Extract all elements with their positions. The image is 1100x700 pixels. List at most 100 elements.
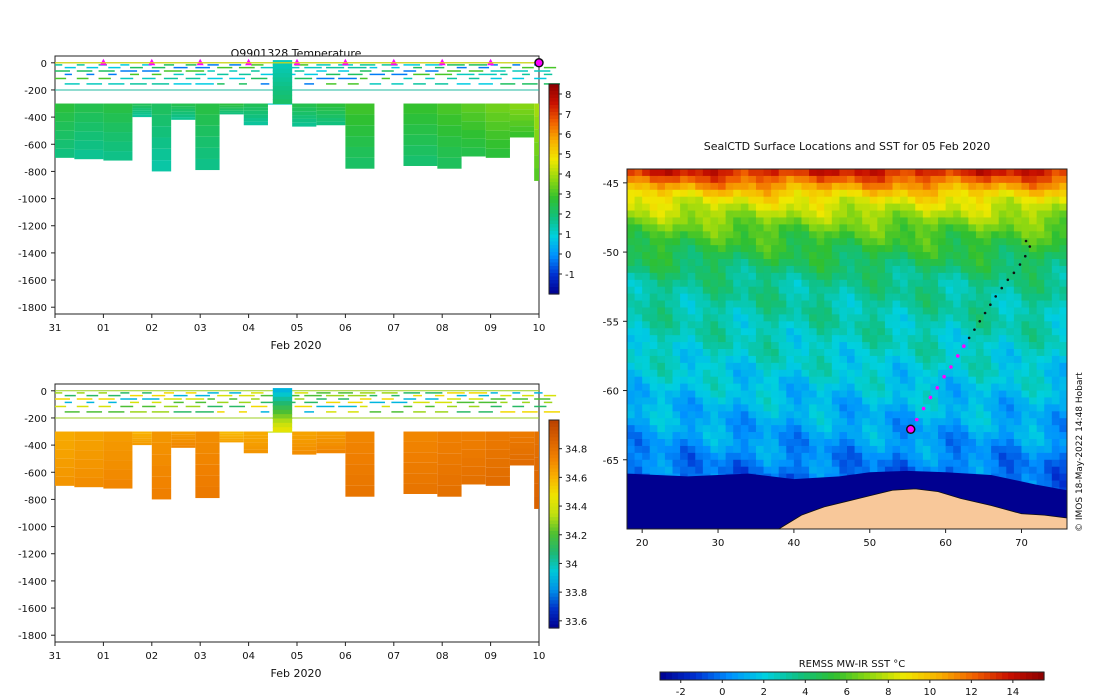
sst-cell	[968, 314, 977, 322]
sst-cell	[1029, 473, 1038, 482]
sst-cell	[968, 418, 977, 426]
sst-cell	[771, 459, 780, 468]
sst-cell	[824, 369, 833, 378]
sst-cell	[801, 182, 810, 191]
sal-surface-streak	[522, 394, 534, 397]
sst-cell	[907, 376, 916, 385]
sst-cell	[847, 466, 856, 475]
sst-cell	[945, 265, 954, 274]
sst-cell	[778, 175, 787, 184]
sst-cell	[930, 252, 939, 260]
temp-surface-streak	[120, 70, 138, 72]
sst-cell	[1036, 231, 1045, 239]
sst-cell	[1051, 286, 1060, 295]
sst-cell	[938, 397, 947, 405]
sst-cell	[1036, 473, 1045, 482]
sst-cell	[816, 390, 825, 398]
sst-cell	[1059, 259, 1068, 267]
sst-cell	[687, 300, 696, 308]
sst-cell	[892, 307, 901, 315]
temp-colorbar-frame	[548, 83, 560, 295]
temp-surface-streak	[55, 77, 67, 80]
sst-cell	[725, 411, 734, 419]
sal-surface-streak	[238, 394, 255, 397]
sst-cell	[1051, 439, 1060, 447]
sal-surface-streak	[468, 398, 484, 400]
temp-colorbar-cell	[549, 280, 559, 285]
sst-cell	[960, 231, 969, 239]
sst-cell	[657, 452, 666, 461]
sst-cell	[778, 245, 787, 253]
sst-cell	[778, 286, 787, 295]
sst-colorbar-cell	[726, 672, 733, 680]
sst-cell	[839, 300, 848, 308]
sst-cell	[869, 293, 878, 302]
temp-surface-streak	[369, 66, 378, 69]
sal-surface-streak	[76, 398, 93, 400]
sst-cell	[938, 411, 947, 419]
sst-cell	[1059, 369, 1068, 378]
sst-cell	[801, 210, 810, 218]
sst-cell	[915, 362, 924, 371]
sst-colorbar-cell	[852, 672, 859, 680]
sal-ytick-label: -400	[24, 441, 47, 452]
sal-profile-cell	[485, 458, 510, 468]
sal-surface-streak	[490, 398, 506, 400]
sst-cell	[930, 286, 939, 295]
sst-cell	[953, 349, 962, 357]
temp-colorbar-cell	[549, 175, 559, 180]
sst-cell	[634, 439, 643, 447]
sst-cell	[1051, 272, 1060, 281]
sst-cell	[930, 210, 939, 218]
sst-cell	[938, 238, 947, 246]
temp-surface-streak	[403, 77, 413, 80]
sst-cell	[862, 432, 871, 440]
sst-cell	[695, 349, 704, 357]
sst-cell	[824, 307, 833, 315]
sal-colorbar-cell	[549, 475, 559, 480]
sst-cell	[748, 342, 757, 350]
sal-profile-cell	[345, 442, 375, 454]
temp-profile-cell	[74, 112, 104, 123]
sst-cell	[642, 203, 651, 212]
sst-cell	[1021, 404, 1030, 412]
sst-cell	[922, 335, 931, 343]
sst-cell	[1044, 328, 1053, 336]
sst-cell	[695, 182, 704, 191]
sst-cell	[710, 425, 719, 433]
sst-cell	[755, 362, 765, 371]
sst-cell	[680, 196, 689, 205]
sst-cell	[793, 397, 802, 405]
temp-profile-cell	[103, 141, 133, 152]
sst-cell	[687, 390, 696, 398]
sst-cell	[900, 203, 909, 212]
temp-profile-cell	[171, 103, 196, 107]
sst-cell	[642, 369, 651, 378]
sst-cell	[642, 238, 651, 246]
sst-cell	[922, 259, 931, 267]
temp-profile-cell	[132, 103, 152, 106]
temp-xtick-label: 02	[145, 323, 158, 334]
sal-surface-streak	[425, 405, 435, 408]
sst-cell	[710, 286, 719, 295]
sst-cell	[710, 210, 719, 218]
sst-cell	[687, 314, 696, 322]
sst-cell	[809, 210, 818, 218]
sst-cell	[847, 335, 856, 343]
sst-cell	[755, 466, 765, 475]
sst-cell	[922, 169, 931, 177]
sst-cell	[801, 390, 810, 398]
sst-cell	[1029, 259, 1038, 267]
sst-cell	[1051, 355, 1060, 364]
temp-xtick-label: 01	[97, 323, 110, 334]
sst-cell	[831, 349, 840, 357]
sst-cell	[801, 397, 810, 405]
sst-cell	[725, 238, 734, 246]
sst-cell	[680, 210, 689, 218]
temp-profile-cell	[316, 121, 346, 126]
sst-cell	[960, 411, 969, 419]
sst-cell	[778, 335, 787, 343]
sst-cell	[907, 349, 916, 357]
sst-cell	[649, 286, 658, 295]
sst-cell	[1013, 252, 1022, 260]
